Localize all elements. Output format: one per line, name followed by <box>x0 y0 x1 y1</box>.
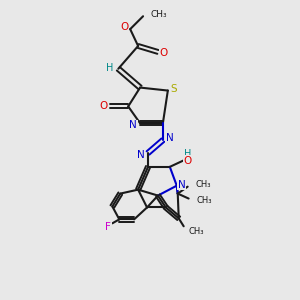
Text: O: O <box>99 101 108 111</box>
Text: CH₃: CH₃ <box>196 196 212 205</box>
Text: H: H <box>184 149 191 159</box>
Text: CH₃: CH₃ <box>189 227 204 236</box>
Text: O: O <box>160 48 168 58</box>
Text: N: N <box>166 133 174 143</box>
Text: O: O <box>184 156 192 166</box>
Text: F: F <box>106 222 111 232</box>
Text: CH₃: CH₃ <box>196 180 211 189</box>
Text: O: O <box>120 22 128 32</box>
Text: N: N <box>137 150 145 160</box>
Text: CH₃: CH₃ <box>151 10 168 19</box>
Text: N: N <box>178 180 186 190</box>
Text: H: H <box>106 63 113 73</box>
Text: N: N <box>129 120 137 130</box>
Text: S: S <box>170 84 177 94</box>
